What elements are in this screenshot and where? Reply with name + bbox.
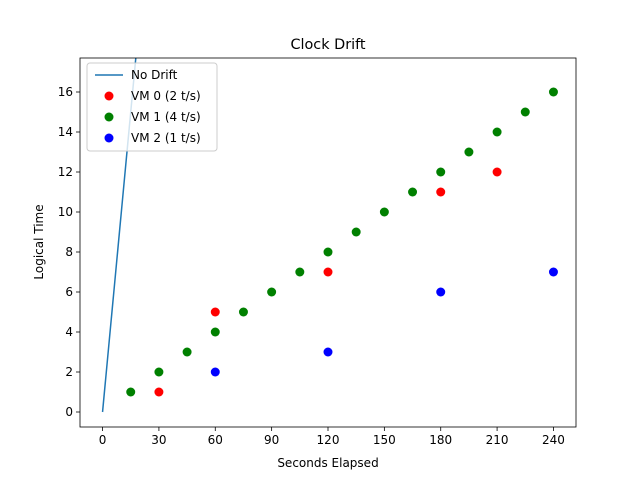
point	[548, 87, 558, 97]
point	[408, 187, 418, 197]
point	[436, 187, 446, 197]
point	[492, 127, 502, 137]
point	[436, 287, 446, 297]
x-tick-label: 0	[99, 433, 107, 447]
point	[295, 267, 305, 277]
legend-marker	[104, 91, 114, 101]
x-tick-label: 150	[373, 433, 396, 447]
point	[154, 367, 164, 377]
y-tick-label: 10	[58, 205, 73, 219]
legend-box	[86, 62, 218, 152]
x-axis-label: Seconds Elapsed	[277, 456, 378, 470]
legend-label: VM 1 (4 t/s)	[131, 110, 201, 124]
point	[351, 227, 361, 237]
x-tick-label: 120	[317, 433, 340, 447]
point	[267, 287, 277, 297]
legend-label: VM 2 (1 t/s)	[131, 131, 201, 145]
point	[464, 147, 474, 157]
x-tick-label: 210	[486, 433, 509, 447]
point	[238, 307, 248, 317]
point	[323, 347, 333, 357]
chart-title: Clock Drift	[290, 37, 365, 53]
y-tick-label: 2	[65, 365, 73, 379]
point	[210, 307, 220, 317]
point	[210, 367, 220, 377]
y-tick-label: 14	[58, 125, 73, 139]
x-tick-label: 60	[208, 433, 223, 447]
x-tick-label: 90	[264, 433, 279, 447]
legend-marker	[104, 112, 114, 122]
legend-marker	[104, 133, 114, 143]
point	[323, 247, 333, 257]
point	[520, 107, 530, 117]
y-tick-label: 16	[58, 85, 73, 99]
point	[323, 267, 333, 277]
y-axis-label: Logical Time	[32, 204, 46, 279]
point	[436, 167, 446, 177]
point	[492, 167, 502, 177]
point	[210, 327, 220, 337]
point	[126, 387, 136, 397]
y-tick-label: 0	[65, 405, 73, 419]
legend-label: No Drift	[131, 68, 178, 82]
y-tick-label: 8	[65, 245, 73, 259]
point	[182, 347, 192, 357]
y-tick-label: 6	[65, 285, 73, 299]
point	[154, 387, 164, 397]
x-tick-label: 240	[542, 433, 565, 447]
point	[379, 207, 389, 217]
x-tick-label: 180	[429, 433, 452, 447]
point	[548, 267, 558, 277]
y-tick-label: 12	[58, 165, 73, 179]
legend-label: VM 0 (2 t/s)	[131, 89, 201, 103]
y-tick-label: 4	[65, 325, 73, 339]
plot-area	[101, 58, 558, 413]
x-tick-label: 30	[151, 433, 166, 447]
